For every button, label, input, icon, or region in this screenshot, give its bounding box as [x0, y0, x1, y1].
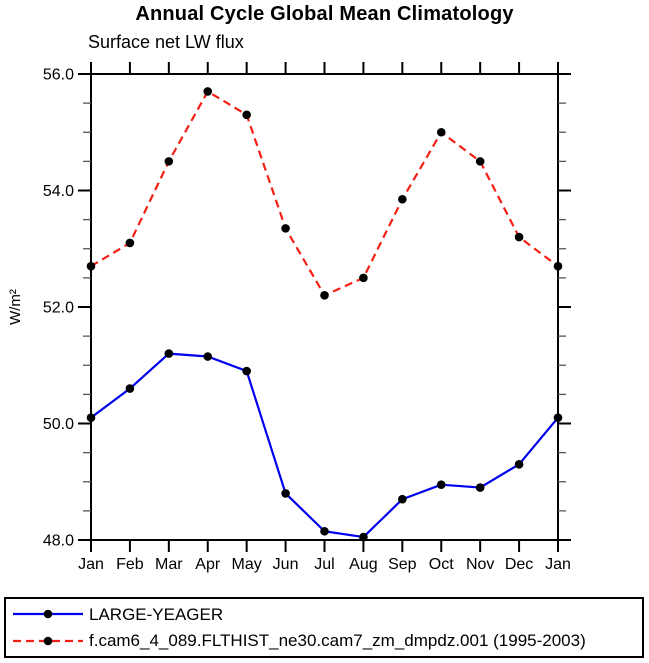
- y-tick-label: 50.0: [43, 416, 74, 433]
- x-tick-label: Apr: [195, 556, 221, 573]
- data-point-series-1: [436, 127, 446, 137]
- data-point-series-0: [320, 526, 329, 536]
- data-point-series-0: [398, 494, 407, 504]
- x-tick-label: Aug: [349, 556, 377, 573]
- plot-area: 48.0 50.0 52.0 54.0 56.0 Jan Feb Mar Apr May Jun Ju…: [7, 62, 571, 573]
- data-point-series-0: [514, 459, 524, 469]
- x-tick-label: Dec: [505, 556, 533, 573]
- legend-sample-marker-1: [43, 636, 53, 646]
- y-tick-label: 48.0: [43, 533, 74, 550]
- plot-frame: [90, 73, 559, 541]
- chart-title: Annual Cycle Global Mean Climatology: [135, 3, 514, 25]
- legend-item-large-yeager: LARGE-YEAGER: [10, 601, 642, 627]
- data-point-series-0: [125, 384, 135, 393]
- chart-subtitle: Surface net LW flux: [88, 32, 244, 52]
- data-point-series-0: [86, 413, 96, 422]
- data-point-series-0: [164, 349, 174, 358]
- x-tick-label: May: [232, 556, 262, 573]
- data-point-series-0: [553, 413, 563, 422]
- data-point-series-0: [242, 366, 251, 376]
- data-point-series-1: [125, 238, 135, 248]
- data-point-series-0: [436, 480, 446, 489]
- data-point-series-0: [359, 532, 368, 542]
- legend-label-large-yeager: LARGE-YEAGER: [89, 604, 224, 624]
- series-line-1: [90, 90, 559, 297]
- x-tick-label: Mar: [155, 556, 183, 573]
- x-tick-label: Jun: [273, 556, 299, 573]
- legend-box: LARGE-YEAGER f.cam6_4_089.FLTHIST_ne30.c…: [4, 597, 644, 658]
- series-line-0: [90, 352, 559, 539]
- legend-sample-marker-0: [43, 609, 53, 619]
- x-tick-label: Sep: [388, 556, 417, 573]
- data-point-series-0: [281, 489, 290, 498]
- data-point-series-1: [203, 87, 213, 96]
- legend-item-model-run: f.cam6_4_089.FLTHIST_ne30.cam7_zm_dmpdz.…: [10, 628, 642, 654]
- data-point-series-0: [475, 483, 485, 492]
- data-point-series-0: [203, 352, 213, 361]
- x-tick-label: Oct: [429, 556, 454, 573]
- x-tick-label: Nov: [466, 556, 494, 573]
- data-point-series-1: [164, 157, 174, 166]
- legend-sample-dashed-line: [13, 636, 83, 646]
- x-tick-label: Jan: [545, 556, 571, 573]
- data-point-series-1: [553, 261, 563, 271]
- data-point-series-1: [242, 110, 251, 120]
- data-point-series-1: [398, 194, 407, 204]
- y-tick-label: 56.0: [43, 67, 74, 84]
- data-point-series-1: [86, 261, 96, 271]
- x-tick-label: Jan: [78, 556, 104, 573]
- y-axis-title: W/m²: [7, 289, 24, 325]
- data-point-series-1: [320, 291, 329, 300]
- legend-label-model-run: f.cam6_4_089.FLTHIST_ne30.cam7_zm_dmpdz.…: [89, 631, 586, 651]
- x-tick-label: Jul: [314, 556, 334, 573]
- x-tick-label: Feb: [116, 556, 144, 573]
- y-tick-label: 54.0: [43, 183, 74, 200]
- data-point-series-1: [281, 224, 290, 233]
- data-point-series-1: [514, 232, 524, 242]
- data-point-series-1: [359, 273, 368, 283]
- legend-sample-solid-line: [13, 609, 83, 619]
- data-point-series-1: [475, 157, 485, 166]
- y-tick-label: 52.0: [43, 300, 74, 317]
